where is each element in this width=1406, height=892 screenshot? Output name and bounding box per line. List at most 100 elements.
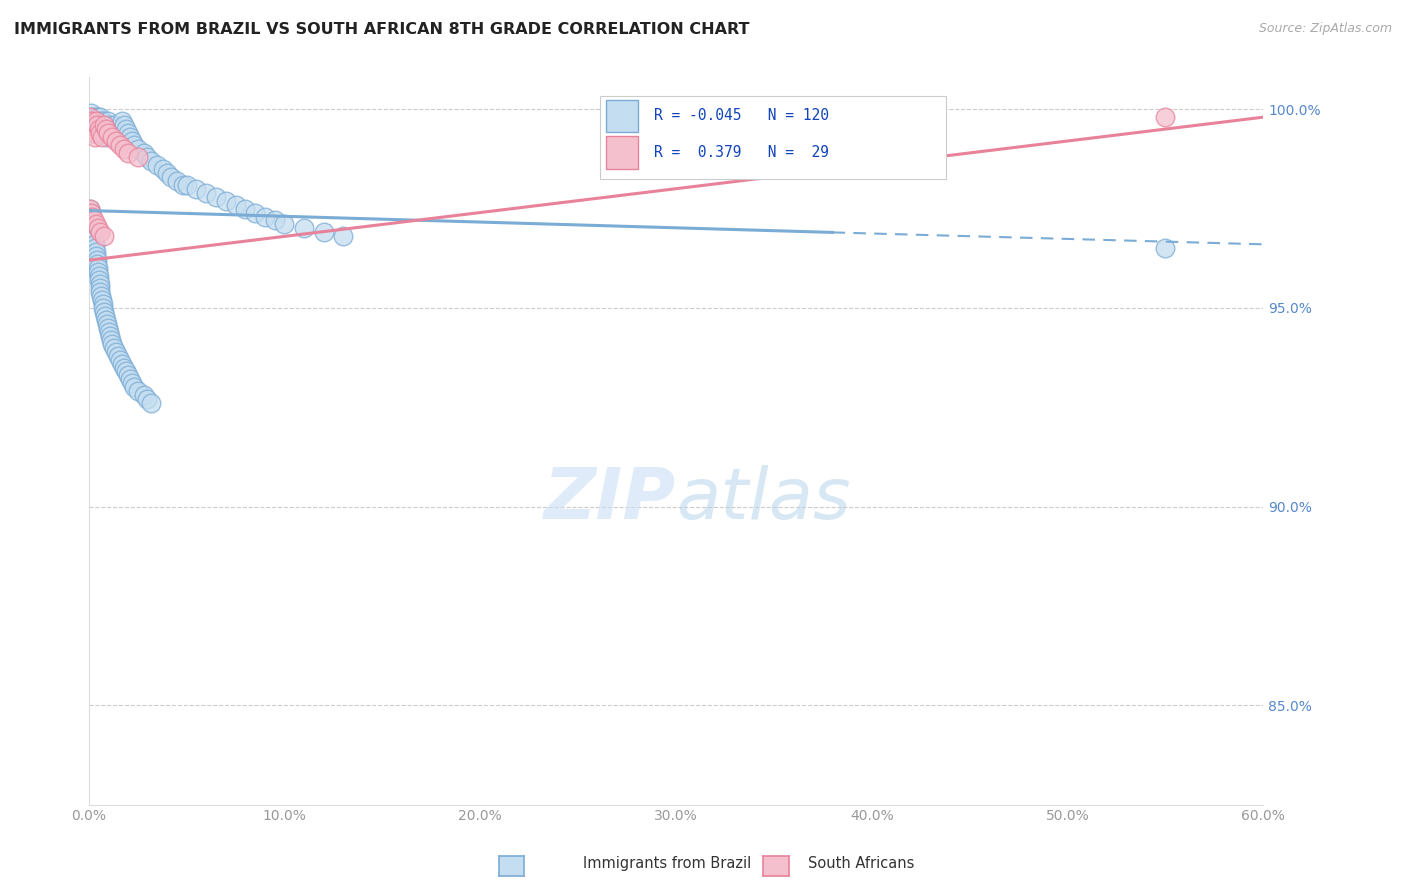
Point [89,126,111,140]
Point [166,174,188,188]
Point [83,114,105,128]
Point [83,233,105,247]
Point [156,166,179,180]
Point [84,110,107,124]
Point [205,189,228,203]
Point [82,226,104,240]
Point [84,126,107,140]
Point [98,122,121,136]
Text: ZIP: ZIP [544,465,676,533]
Point [86,126,108,140]
Point [111,357,134,371]
Point [80,118,103,132]
Point [84,218,107,232]
Text: Immigrants from Brazil: Immigrants from Brazil [583,856,752,871]
Point [79,202,101,216]
Point [80,114,103,128]
Point [96,313,118,327]
Point [82,210,104,224]
Point [105,134,128,148]
Point [112,142,135,156]
Point [111,114,134,128]
Point [82,126,104,140]
Point [107,126,129,140]
Point [115,122,138,136]
Point [117,126,139,140]
Point [82,221,104,235]
Point [117,368,139,383]
Point [80,213,103,227]
Point [91,126,114,140]
Point [118,130,141,145]
Point [96,122,118,136]
Point [83,122,105,136]
Point [1154,241,1177,255]
Point [108,130,131,145]
Point [225,197,247,211]
Point [84,114,107,128]
Point [186,182,208,196]
Point [292,221,315,235]
Point [103,341,125,355]
Point [176,178,198,192]
Point [97,320,120,334]
Text: Source: ZipAtlas.com: Source: ZipAtlas.com [1258,22,1392,36]
Point [98,325,121,339]
Text: IMMIGRANTS FROM BRAZIL VS SOUTH AFRICAN 8TH GRADE CORRELATION CHART: IMMIGRANTS FROM BRAZIL VS SOUTH AFRICAN … [14,22,749,37]
Point [98,118,121,132]
Point [94,309,117,323]
Point [121,134,143,148]
Point [101,336,124,351]
Point [89,110,111,124]
Point [121,376,143,391]
Point [122,380,145,394]
Point [83,118,105,132]
Point [105,122,128,136]
Point [82,122,104,136]
Point [87,118,110,132]
Point [80,118,103,132]
Point [89,281,111,295]
Point [84,241,107,255]
Point [87,273,110,287]
Point [84,245,107,260]
Point [107,349,129,363]
Point [215,194,238,208]
Point [80,106,103,120]
Point [141,153,163,168]
Point [136,150,159,164]
Point [273,218,295,232]
Point [105,344,128,359]
Point [89,126,111,140]
Point [86,261,108,276]
Point [84,249,107,263]
Point [91,293,114,307]
Point [97,114,120,128]
Point [93,301,115,315]
Point [89,122,111,136]
Point [83,126,105,140]
Point [86,118,108,132]
Point [79,202,101,216]
Point [94,122,117,136]
Point [127,142,149,156]
Point [93,114,115,128]
Point [79,110,101,124]
Point [82,110,104,124]
Text: atlas: atlas [676,465,851,533]
Point [127,150,149,164]
Point [136,392,159,407]
Y-axis label: 8th Grade: 8th Grade [0,406,7,476]
Text: R = -0.045   N = 120: R = -0.045 N = 120 [654,109,828,123]
Point [82,218,104,232]
Point [100,333,122,347]
Point [132,145,155,160]
Point [117,145,139,160]
Point [87,269,110,284]
Point [108,352,131,367]
Point [93,118,115,132]
Point [263,213,285,227]
FancyBboxPatch shape [599,95,946,179]
Point [80,205,103,219]
Point [118,372,141,386]
